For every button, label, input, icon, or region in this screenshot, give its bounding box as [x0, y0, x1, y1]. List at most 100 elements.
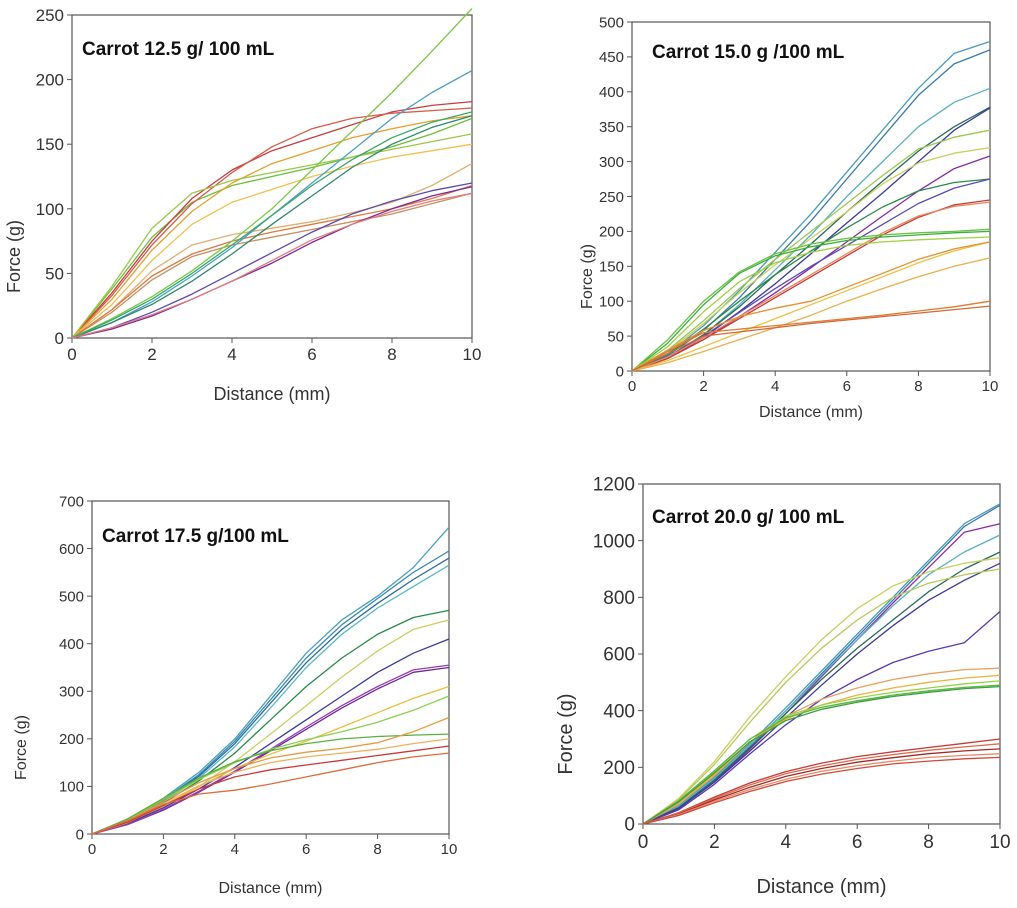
y-tick-label: 600: [59, 541, 84, 558]
y-tick-label: 100: [59, 779, 84, 796]
chart-title: Carrot 20.0 g/ 100 mL: [652, 507, 845, 528]
x-tick-label: 4: [231, 841, 239, 858]
series-line-14: [642, 685, 1001, 825]
y-tick-label: 450: [599, 49, 624, 66]
x-tick-label: 2: [709, 832, 720, 853]
x-tick-label: 6: [302, 841, 310, 858]
y-tick-label: 500: [599, 14, 624, 31]
plot-frame: [642, 483, 1001, 825]
series-line-20: [631, 305, 991, 372]
y-tick-label: 400: [603, 701, 635, 722]
plot-frame: [91, 500, 450, 835]
series-line-15: [642, 738, 1001, 825]
x-axis-label: Distance (mm): [213, 384, 330, 404]
series-line-10: [631, 178, 991, 372]
y-tick-label: 800: [603, 588, 635, 609]
series-line-7: [71, 192, 473, 339]
series-line-16: [631, 241, 991, 372]
series-line-16: [642, 743, 1001, 825]
x-tick-label: 2: [159, 841, 167, 858]
y-tick-label: 0: [55, 329, 64, 348]
series-line-15: [631, 236, 991, 372]
y-tick-label: 300: [599, 154, 624, 171]
chart-title: Carrot 12.5 g/ 100 mL: [82, 39, 275, 60]
series-line-15: [71, 186, 473, 339]
y-tick-label: 500: [59, 588, 84, 605]
series-line-6: [642, 562, 1001, 825]
series-line-11: [91, 695, 450, 835]
series-line-19: [642, 756, 1001, 825]
y-tick-label: 50: [45, 264, 64, 283]
x-tick-label: 0: [638, 832, 649, 853]
x-tick-label: 6: [307, 345, 316, 364]
series-line-14: [71, 182, 473, 339]
y-tick-label: 400: [599, 84, 624, 101]
y-axis-label: Force (g): [555, 693, 577, 774]
series-line-12: [91, 733, 450, 835]
x-tick-label: 4: [771, 378, 779, 395]
series-line-15: [91, 745, 450, 835]
x-axis-label: Distance (mm): [218, 880, 322, 897]
y-tick-label: 250: [599, 189, 624, 206]
x-tick-label: 8: [387, 345, 396, 364]
series-line-7: [631, 146, 991, 372]
x-tick-label: 4: [781, 832, 792, 853]
x-tick-label: 4: [227, 345, 236, 364]
series-line-1: [71, 117, 473, 339]
x-tick-label: 8: [373, 841, 381, 858]
chart-panel-4: 0 2 4 6 8 10 0 200 400 600 800 1000 1200 Carrot 20.0 …: [555, 475, 1011, 898]
plot-frame: [631, 21, 991, 372]
series-line-17: [631, 257, 991, 372]
series-line-10: [642, 667, 1001, 825]
y-tick-label: 100: [599, 293, 624, 310]
series-line-16: [71, 192, 473, 339]
x-tick-label: 8: [914, 378, 922, 395]
x-axis-label: Distance (mm): [759, 404, 863, 421]
y-tick-label: 1200: [593, 475, 635, 496]
x-tick-label: 6: [843, 378, 851, 395]
y-tick-label: 100: [36, 200, 64, 219]
y-tick-label: 150: [599, 259, 624, 276]
series-line-13: [91, 716, 450, 835]
chart-panel-2: 0 2 4 6 8 10050100150200250300350400450500Car…: [579, 14, 998, 421]
x-tick-label: 8: [923, 832, 934, 853]
y-tick-label: 400: [59, 636, 84, 653]
series-line-6: [71, 163, 473, 339]
series-line-9: [71, 133, 473, 339]
series-line-1: [631, 40, 991, 372]
series-line-10: [71, 8, 473, 339]
series-line-14: [631, 228, 991, 372]
series-line-17: [642, 748, 1001, 825]
series-line-12: [631, 201, 991, 372]
y-tick-label: 200: [603, 758, 635, 779]
series-line-16: [91, 752, 450, 835]
series-line-18: [631, 241, 991, 372]
series-line-6: [91, 619, 450, 835]
y-tick-label: 200: [36, 71, 64, 90]
series-line-4: [642, 534, 1001, 825]
y-tick-label: 200: [599, 224, 624, 241]
x-tick-label: 0: [628, 378, 636, 395]
x-tick-label: 10: [989, 832, 1010, 853]
series-line-8: [71, 184, 473, 339]
series-line-13: [71, 111, 473, 339]
y-tick-label: 0: [616, 363, 624, 380]
series-line-3: [71, 107, 473, 339]
y-tick-label: 50: [607, 328, 624, 345]
series-line-5: [71, 143, 473, 339]
x-tick-label: 0: [67, 345, 76, 364]
x-tick-label: 2: [147, 345, 156, 364]
y-tick-label: 250: [36, 6, 64, 25]
y-tick-label: 700: [59, 493, 84, 510]
series-line-1: [642, 503, 1001, 825]
y-tick-label: 600: [603, 645, 635, 666]
series-line-4: [71, 115, 473, 339]
series-line-12: [71, 115, 473, 339]
chart-title: Carrot 15.0 g /100 mL: [652, 42, 845, 63]
y-tick-label: 200: [59, 731, 84, 748]
y-axis-label: Force (g): [4, 220, 24, 293]
x-tick-label: 10: [441, 841, 458, 858]
